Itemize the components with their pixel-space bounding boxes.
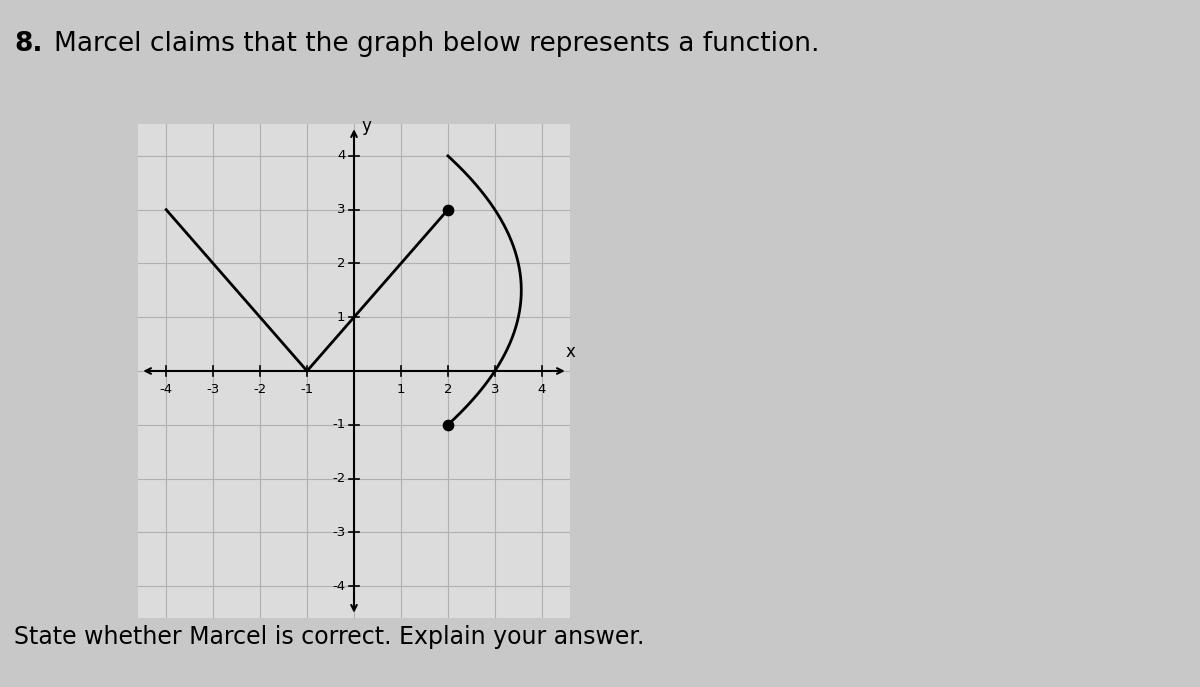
Point <box>438 419 457 430</box>
Text: 3: 3 <box>337 203 346 216</box>
Text: 4: 4 <box>337 149 346 162</box>
Text: 1: 1 <box>397 383 406 396</box>
Text: Marcel claims that the graph below represents a function.: Marcel claims that the graph below repre… <box>54 31 820 57</box>
Text: -3: -3 <box>206 383 220 396</box>
Text: 1: 1 <box>337 311 346 324</box>
Text: x: x <box>565 344 575 361</box>
Text: -4: -4 <box>160 383 173 396</box>
Text: 2: 2 <box>444 383 452 396</box>
Text: y: y <box>361 117 371 135</box>
Text: -3: -3 <box>332 526 346 539</box>
Text: 4: 4 <box>538 383 546 396</box>
Text: -2: -2 <box>253 383 266 396</box>
Text: -1: -1 <box>300 383 313 396</box>
Text: -1: -1 <box>332 418 346 431</box>
Point <box>438 204 457 215</box>
Text: -2: -2 <box>332 472 346 485</box>
Text: 3: 3 <box>491 383 499 396</box>
Text: -4: -4 <box>332 580 346 593</box>
Text: 2: 2 <box>337 257 346 270</box>
Text: 8.: 8. <box>14 31 43 57</box>
Text: State whether Marcel is correct. Explain your answer.: State whether Marcel is correct. Explain… <box>14 625 644 649</box>
